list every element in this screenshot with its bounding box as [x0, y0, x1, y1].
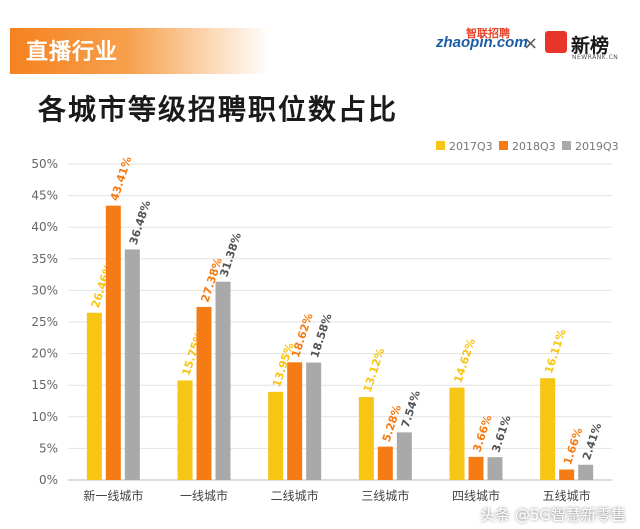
data-label: 16.11% — [542, 328, 569, 376]
bar-2017Q3 — [268, 391, 284, 480]
x-tick-label: 一线城市 — [180, 488, 228, 503]
legend-label-2019Q3: 2019Q3 — [575, 140, 619, 153]
chart-title: 各城市等级招聘职位数占比 — [38, 93, 399, 126]
x-tick-label: 五线城市 — [543, 488, 591, 503]
bar-chart: 0%5%10%15%20%25%30%35%40%45%50%26.46%43.… — [31, 140, 619, 503]
legend-label-2018Q3: 2018Q3 — [512, 140, 556, 153]
data-label: 36.48% — [127, 199, 154, 247]
legend-swatch-2017Q3 — [436, 141, 445, 150]
x-tick-label: 二线城市 — [271, 488, 319, 503]
bar-2018Q3 — [196, 306, 212, 480]
data-label: 31.38% — [217, 231, 244, 279]
data-label: 14.62% — [451, 337, 478, 385]
bar-2019Q3 — [124, 249, 140, 480]
y-tick-label: 45% — [31, 189, 58, 203]
bar-2018Q3 — [377, 446, 393, 480]
x-tick-label: 新一线城市 — [83, 488, 143, 503]
logo-separator: × — [523, 33, 539, 54]
y-tick-label: 25% — [31, 315, 58, 329]
y-tick-label: 10% — [31, 410, 58, 424]
y-tick-label: 15% — [31, 378, 58, 392]
bar-2018Q3 — [559, 469, 575, 480]
bar-2019Q3 — [578, 464, 594, 480]
source-watermark: 头条 @5G智慧新零售 — [480, 506, 626, 524]
x-tick-label: 四线城市 — [452, 488, 500, 503]
bar-2018Q3 — [105, 205, 121, 480]
newrank-logo-text: 新榜 — [571, 35, 610, 57]
zhaopin-logo-text: zhaopin.com — [436, 34, 528, 51]
bar-2017Q3 — [86, 312, 102, 480]
bar-2019Q3 — [396, 432, 412, 480]
category-tag-banner — [10, 28, 270, 74]
data-label: 2.41% — [580, 421, 604, 461]
y-tick-label: 30% — [31, 283, 58, 297]
zhaopin-logo-cn: 智联招聘 — [466, 28, 510, 40]
y-tick-label: 20% — [31, 347, 58, 361]
y-tick-label: 40% — [31, 220, 58, 234]
data-label: 1.66% — [561, 426, 585, 466]
category-tag: 直播行业 — [26, 40, 119, 65]
legend-swatch-2018Q3 — [499, 141, 508, 150]
newrank-logo-icon — [545, 31, 567, 53]
x-tick-label: 三线城市 — [361, 488, 409, 503]
bar-2017Q3 — [449, 387, 465, 480]
y-tick-label: 0% — [39, 473, 58, 487]
bar-2019Q3 — [306, 362, 322, 480]
zhaopin-logo: 智联招聘 zhaopin.com — [436, 28, 528, 51]
legend-swatch-2019Q3 — [562, 141, 571, 150]
y-tick-label: 50% — [31, 157, 58, 171]
bar-2019Q3 — [215, 281, 231, 480]
bar-2017Q3 — [177, 380, 193, 480]
y-tick-label: 5% — [39, 441, 58, 455]
bar-2017Q3 — [358, 397, 374, 480]
legend-label-2017Q3: 2017Q3 — [449, 140, 493, 153]
bar-2017Q3 — [540, 378, 556, 480]
bar-2019Q3 — [487, 457, 503, 480]
y-tick-label: 35% — [31, 252, 58, 266]
bar-2018Q3 — [468, 456, 484, 480]
bar-2018Q3 — [287, 362, 303, 480]
newrank-logo-sub: NEWRANK.CN — [572, 54, 619, 61]
